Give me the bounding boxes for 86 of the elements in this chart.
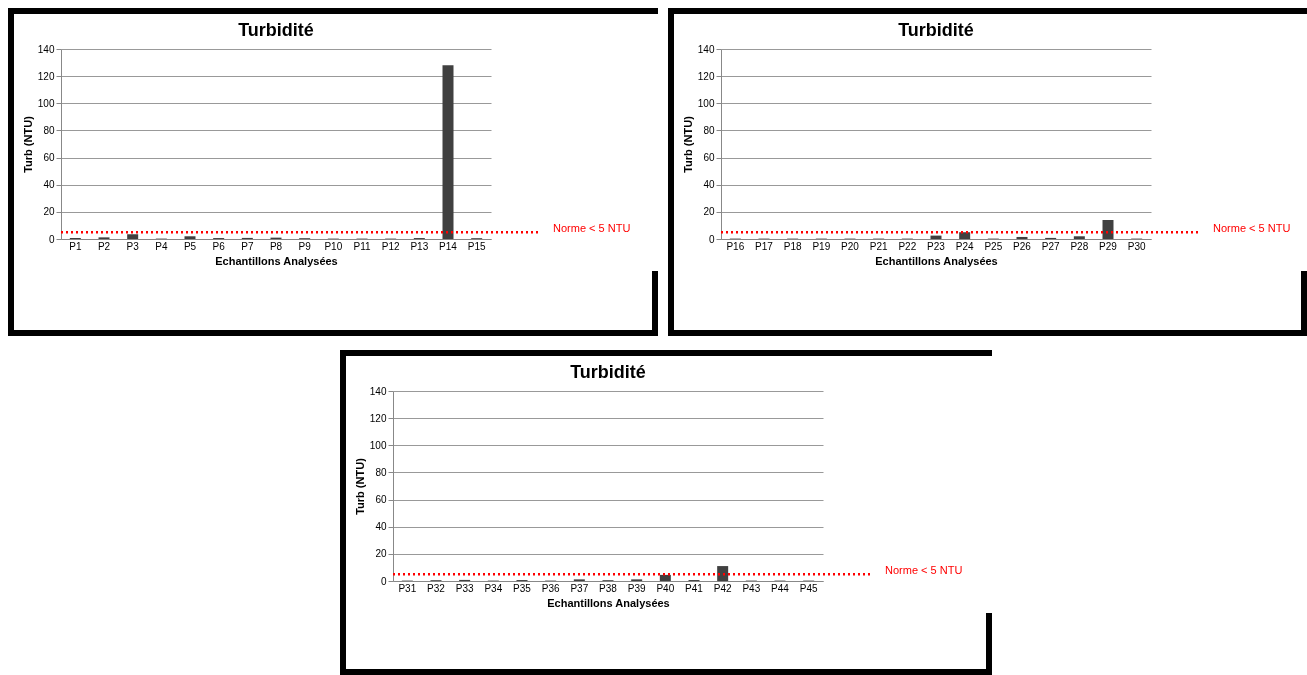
x-tick-label: P4 — [155, 240, 168, 252]
chart-title: Turbidité — [570, 362, 646, 382]
y-tick-label: 20 — [375, 548, 387, 560]
y-tick-label: 120 — [697, 70, 715, 82]
x-tick-label: P20 — [841, 240, 860, 252]
x-axis-title: Echantillons Analysées — [875, 254, 998, 267]
x-tick-label: P45 — [799, 582, 818, 594]
y-tick-label: 40 — [703, 179, 715, 191]
x-tick-label: P31 — [398, 582, 417, 594]
y-axis-title: Turb (NTU) — [21, 115, 34, 173]
x-tick-label: P15 — [467, 240, 486, 252]
y-tick-label: 120 — [37, 70, 55, 82]
x-tick-label: P21 — [869, 240, 888, 252]
y-tick-label: 140 — [697, 43, 715, 55]
y-tick-label: 20 — [703, 206, 715, 218]
y-tick-label: 100 — [37, 97, 55, 109]
y-tick-label: 60 — [43, 152, 55, 164]
y-tick-label: 100 — [697, 97, 715, 109]
x-tick-label: P16 — [726, 240, 745, 252]
x-tick-label: P10 — [324, 240, 343, 252]
x-tick-label: P8 — [269, 240, 283, 252]
x-tick-label: P14 — [439, 240, 458, 252]
x-tick-label: P34 — [484, 582, 503, 594]
x-tick-label: P36 — [541, 582, 560, 594]
x-tick-label: P18 — [783, 240, 802, 252]
y-axis-title: Turb (NTU) — [681, 115, 694, 173]
x-tick-label: P12 — [381, 240, 400, 252]
y-tick-label: 80 — [375, 466, 387, 478]
y-tick-label: 100 — [369, 439, 387, 451]
x-tick-label: P19 — [812, 240, 831, 252]
ref-line-label: Norme < 5 NTU — [885, 564, 963, 577]
x-tick-label: P2 — [97, 240, 111, 252]
bar — [184, 236, 196, 239]
chart-title: Turbidité — [238, 20, 314, 40]
y-tick-label: 140 — [37, 43, 55, 55]
x-tick-label: P38 — [599, 582, 618, 594]
ref-line-label: Norme < 5 NTU — [1213, 222, 1291, 235]
x-tick-label: P39 — [627, 582, 646, 594]
x-tick-label: P42 — [713, 582, 732, 594]
x-tick-label: P37 — [570, 582, 589, 594]
x-tick-label: P43 — [742, 582, 761, 594]
x-tick-label: P9 — [298, 240, 312, 252]
x-tick-label: P27 — [1041, 240, 1060, 252]
y-tick-label: 60 — [703, 152, 715, 164]
x-axis-title: Echantillons Analysées — [547, 596, 670, 609]
x-tick-label: P28 — [1070, 240, 1089, 252]
bar — [659, 574, 671, 581]
x-tick-label: P11 — [353, 240, 371, 252]
x-tick-label: P3 — [126, 240, 140, 252]
ref-line-label: Norme < 5 NTU — [553, 222, 631, 235]
y-axis-title: Turb (NTU) — [353, 457, 366, 515]
x-tick-label: P32 — [427, 582, 446, 594]
x-tick-label: P13 — [410, 240, 429, 252]
x-tick-label: P30 — [1127, 240, 1146, 252]
x-tick-label: P33 — [455, 582, 474, 594]
x-tick-label: P24 — [955, 240, 974, 252]
y-tick-label: 120 — [369, 412, 387, 424]
x-tick-label: P6 — [212, 240, 226, 252]
bar — [717, 566, 729, 581]
x-tick-label: P44 — [771, 582, 790, 594]
x-tick-label: P17 — [755, 240, 774, 252]
y-tick-label: 20 — [43, 206, 55, 218]
y-tick-label: 80 — [43, 124, 55, 136]
y-tick-label: 80 — [703, 124, 715, 136]
x-tick-label: P41 — [685, 582, 704, 594]
y-tick-label: 140 — [369, 385, 387, 397]
y-tick-label: 0 — [380, 575, 387, 587]
x-tick-label: P26 — [1013, 240, 1032, 252]
y-tick-label: 40 — [43, 179, 55, 191]
y-tick-label: 0 — [48, 233, 55, 245]
x-tick-label: P25 — [984, 240, 1003, 252]
x-tick-label: P29 — [1099, 240, 1118, 252]
x-tick-label: P5 — [183, 240, 197, 252]
x-tick-label: P22 — [898, 240, 917, 252]
x-tick-label: P35 — [513, 582, 532, 594]
chart-title: Turbidité — [898, 20, 974, 40]
x-tick-label: P40 — [656, 582, 675, 594]
bar — [442, 65, 454, 239]
x-tick-label: P1 — [69, 240, 82, 252]
x-tick-label: P23 — [927, 240, 946, 252]
bar — [127, 234, 139, 239]
x-axis-title: Echantillons Analysées — [215, 254, 338, 267]
y-tick-label: 40 — [375, 521, 387, 533]
y-tick-label: 60 — [375, 494, 387, 506]
y-tick-label: 0 — [708, 233, 715, 245]
x-tick-label: P7 — [241, 240, 254, 252]
